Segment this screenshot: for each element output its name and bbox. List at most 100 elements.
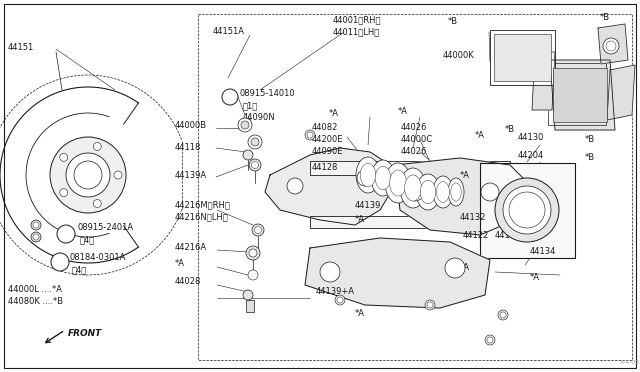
Circle shape (487, 337, 493, 343)
Bar (548, 63, 606, 125)
Circle shape (287, 178, 303, 194)
Ellipse shape (416, 174, 440, 210)
Circle shape (337, 297, 343, 303)
Circle shape (357, 170, 373, 186)
Text: *A: *A (475, 131, 485, 140)
Ellipse shape (433, 176, 453, 208)
Text: 44151A: 44151A (213, 26, 245, 35)
Bar (310, 161, 510, 175)
Circle shape (246, 246, 260, 260)
Polygon shape (550, 60, 615, 130)
Text: 44011〈LH〉: 44011〈LH〉 (333, 28, 380, 36)
Text: B: B (58, 260, 62, 264)
Text: 44090E: 44090E (312, 148, 344, 157)
Text: 44151: 44151 (8, 42, 35, 51)
Circle shape (249, 159, 261, 171)
Circle shape (93, 199, 101, 208)
Text: 44082: 44082 (312, 124, 339, 132)
Text: 08184-0301A: 08184-0301A (70, 253, 126, 263)
Bar (246, 300, 254, 312)
Circle shape (481, 183, 499, 201)
Text: W: W (227, 94, 233, 99)
Circle shape (51, 253, 69, 271)
Circle shape (249, 249, 257, 257)
Circle shape (606, 41, 616, 51)
Circle shape (31, 232, 41, 242)
Ellipse shape (451, 183, 461, 201)
Text: 44080K ....*B: 44080K ....*B (8, 298, 63, 307)
Circle shape (114, 171, 122, 179)
Text: *B: *B (600, 13, 610, 22)
Ellipse shape (371, 160, 395, 196)
Text: 44216A: 44216A (175, 244, 207, 253)
Ellipse shape (448, 178, 464, 206)
Circle shape (406, 183, 424, 201)
Text: 44216N〈LH〉: 44216N〈LH〉 (175, 212, 228, 221)
Circle shape (57, 225, 75, 243)
Polygon shape (305, 238, 490, 308)
Text: *A: *A (175, 259, 185, 267)
Circle shape (498, 310, 508, 320)
Circle shape (320, 262, 340, 282)
Ellipse shape (375, 166, 391, 190)
Text: 〈1〉: 〈1〉 (243, 102, 259, 110)
Text: 44000B: 44000B (175, 121, 207, 129)
Circle shape (243, 290, 253, 300)
Text: 44130: 44130 (518, 132, 545, 141)
Text: 44128: 44128 (312, 164, 339, 173)
Bar (490, 30, 555, 85)
Ellipse shape (420, 180, 436, 204)
Circle shape (305, 130, 315, 140)
Text: 44200E: 44200E (312, 135, 344, 144)
Circle shape (495, 178, 559, 242)
Circle shape (248, 270, 258, 280)
Text: *A: *A (398, 108, 408, 116)
Text: *A: *A (329, 109, 339, 118)
Ellipse shape (360, 163, 376, 187)
Text: 44122: 44122 (463, 231, 489, 240)
Ellipse shape (385, 163, 411, 203)
Polygon shape (607, 65, 635, 120)
Text: *A: *A (530, 273, 540, 282)
Text: W: W (63, 231, 69, 237)
Ellipse shape (390, 170, 406, 196)
Ellipse shape (400, 168, 426, 208)
Circle shape (60, 189, 68, 197)
Circle shape (335, 295, 345, 305)
Circle shape (93, 142, 101, 150)
Circle shape (251, 138, 259, 146)
Circle shape (503, 186, 551, 234)
Text: *B: *B (585, 135, 595, 144)
Text: 44026: 44026 (401, 124, 428, 132)
Text: *A: *A (460, 263, 470, 273)
Text: *B: *B (585, 154, 595, 163)
Ellipse shape (436, 182, 449, 202)
Text: 44000L ....*A: 44000L ....*A (8, 285, 62, 295)
Text: FRONT: FRONT (68, 328, 102, 337)
Bar (494, 34, 551, 81)
Circle shape (243, 150, 253, 160)
Ellipse shape (404, 175, 422, 201)
Text: *B: *B (505, 58, 515, 67)
Text: A·4·023: A·4·023 (620, 359, 640, 365)
Circle shape (307, 132, 313, 138)
Text: 44132: 44132 (460, 214, 486, 222)
Circle shape (241, 121, 249, 129)
Text: 44001〈RH〉: 44001〈RH〉 (333, 16, 381, 25)
Circle shape (222, 89, 238, 105)
Text: *A: *A (460, 170, 470, 180)
Text: *B: *B (448, 17, 458, 26)
Circle shape (33, 222, 39, 228)
Circle shape (445, 258, 465, 278)
Polygon shape (532, 52, 555, 110)
Text: *A: *A (355, 310, 365, 318)
Circle shape (500, 312, 506, 318)
Text: *B: *B (505, 125, 515, 135)
Circle shape (425, 300, 435, 310)
Bar (553, 68, 607, 122)
Text: 44000K: 44000K (443, 51, 475, 61)
Circle shape (255, 227, 262, 234)
Text: 44134: 44134 (530, 247, 556, 257)
Circle shape (485, 335, 495, 345)
Circle shape (252, 224, 264, 236)
